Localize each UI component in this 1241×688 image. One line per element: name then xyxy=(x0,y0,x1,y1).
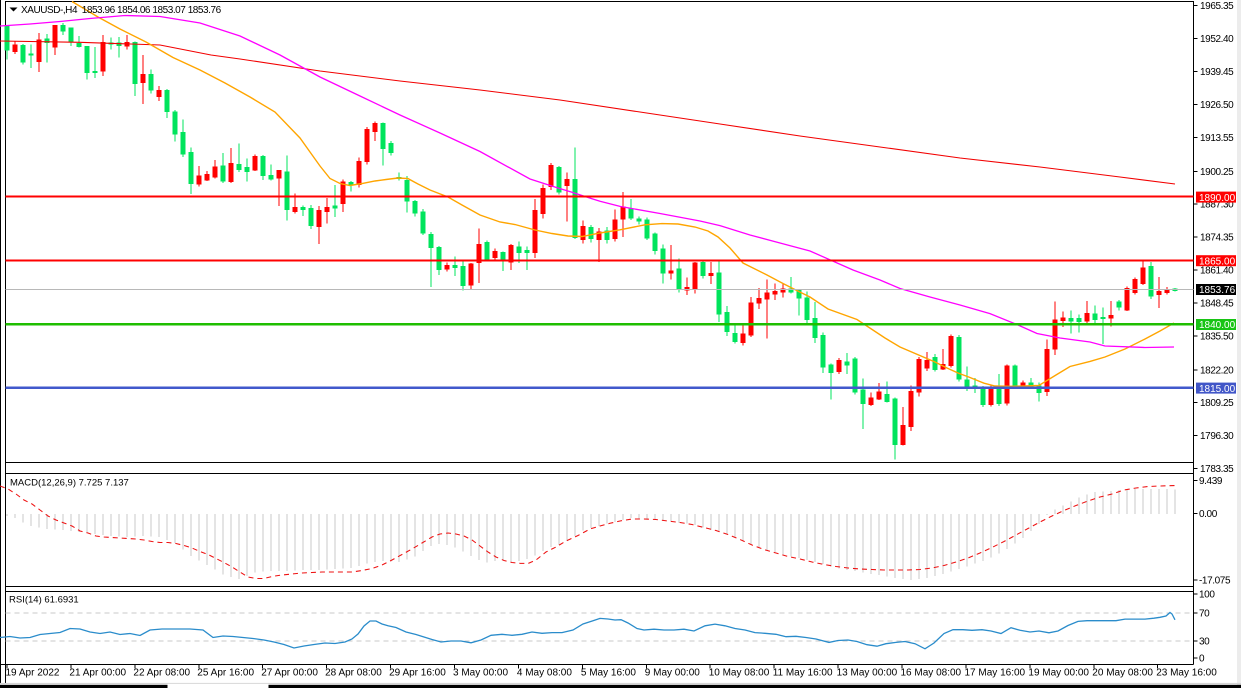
svg-text:21 Apr 00:00: 21 Apr 00:00 xyxy=(69,668,126,679)
svg-text:9.439: 9.439 xyxy=(1199,476,1223,487)
svg-text:30: 30 xyxy=(1199,636,1210,647)
svg-text:1822.20: 1822.20 xyxy=(1200,365,1234,376)
svg-text:1874.35: 1874.35 xyxy=(1200,233,1234,244)
svg-text:27 Apr 00:00: 27 Apr 00:00 xyxy=(261,668,318,679)
svg-text:29 Apr 16:00: 29 Apr 16:00 xyxy=(389,668,446,679)
svg-text:1815.00: 1815.00 xyxy=(1199,384,1236,395)
svg-text:16 May 08:00: 16 May 08:00 xyxy=(901,668,962,679)
svg-text:1853.76: 1853.76 xyxy=(1199,285,1236,296)
svg-text:1835.50: 1835.50 xyxy=(1200,331,1234,342)
svg-text:1848.45: 1848.45 xyxy=(1200,299,1234,310)
svg-text:1809.25: 1809.25 xyxy=(1200,398,1234,409)
svg-text:1861.40: 1861.40 xyxy=(1200,266,1234,277)
svg-text:13 May 00:00: 13 May 00:00 xyxy=(837,668,898,679)
svg-text:1965.35: 1965.35 xyxy=(1200,1,1234,12)
svg-text:1840.00: 1840.00 xyxy=(1199,320,1236,331)
svg-text:22 Apr 08:00: 22 Apr 08:00 xyxy=(133,668,190,679)
svg-text:10 May 08:00: 10 May 08:00 xyxy=(709,668,770,679)
svg-text:RSI(14) 61.6931: RSI(14) 61.6931 xyxy=(9,595,79,606)
svg-text:1900.25: 1900.25 xyxy=(1200,167,1234,178)
svg-text:23 May 16:00: 23 May 16:00 xyxy=(1156,668,1217,679)
svg-text:1887.30: 1887.30 xyxy=(1200,200,1234,211)
svg-text:1913.55: 1913.55 xyxy=(1200,133,1234,144)
svg-text:0: 0 xyxy=(1199,654,1205,665)
svg-text:MACD(12,26,9) 7.725 7.137: MACD(12,26,9) 7.725 7.137 xyxy=(10,478,129,489)
svg-text:17 May 16:00: 17 May 16:00 xyxy=(965,668,1026,679)
svg-text:1926.50: 1926.50 xyxy=(1200,100,1234,111)
svg-text:25 Apr 16:00: 25 Apr 16:00 xyxy=(197,668,254,679)
svg-text:0.00: 0.00 xyxy=(1199,509,1218,520)
svg-text:1865.00: 1865.00 xyxy=(1199,256,1236,267)
svg-text:XAUUSD-,H4 1853.96 1854.06 18: XAUUSD-,H4 1853.96 1854.06 1853.07 1853.… xyxy=(21,5,222,16)
svg-text:5 May 16:00: 5 May 16:00 xyxy=(581,668,636,679)
svg-text:28 Apr 08:00: 28 Apr 08:00 xyxy=(325,668,382,679)
svg-text:19 Apr 2022: 19 Apr 2022 xyxy=(6,668,60,679)
svg-text:1783.35: 1783.35 xyxy=(1200,464,1234,475)
svg-text:100: 100 xyxy=(1199,590,1215,601)
svg-text:20 May 08:00: 20 May 08:00 xyxy=(1092,668,1153,679)
svg-text:1796.30: 1796.30 xyxy=(1200,431,1234,442)
svg-text:-17.075: -17.075 xyxy=(1199,576,1231,587)
svg-text:9 May 00:00: 9 May 00:00 xyxy=(645,668,700,679)
svg-text:1952.40: 1952.40 xyxy=(1200,34,1234,45)
svg-text:70: 70 xyxy=(1199,608,1210,619)
svg-text:4 May 08:00: 4 May 08:00 xyxy=(517,668,572,679)
svg-text:19 May 00:00: 19 May 00:00 xyxy=(1028,668,1089,679)
svg-text:11 May 16:00: 11 May 16:00 xyxy=(773,668,833,679)
svg-text:1939.45: 1939.45 xyxy=(1200,67,1234,78)
svg-text:1890.00: 1890.00 xyxy=(1199,193,1236,204)
svg-text:3 May 00:00: 3 May 00:00 xyxy=(453,668,508,679)
